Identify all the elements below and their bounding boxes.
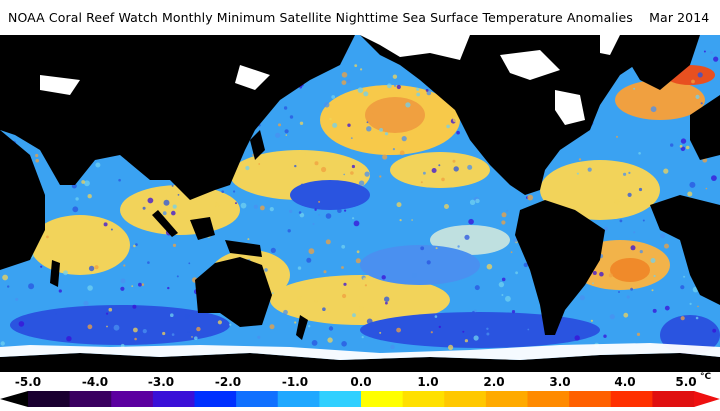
colorbar-swatch (152, 391, 196, 407)
colorbar-unit: °C (700, 372, 712, 382)
colorbar-swatch (111, 391, 154, 407)
colorbar-swatch (485, 391, 529, 407)
colorbar-label: 5.0 (675, 375, 697, 389)
colorbar-label: -1.0 (281, 375, 309, 389)
colorbar-swatch (28, 391, 71, 407)
sst-anomaly-map (0, 35, 720, 372)
land-new-guinea (225, 240, 262, 257)
colorbar-swatch (652, 391, 695, 407)
land-africa-east (0, 130, 45, 270)
colorbar-label: -3.0 (147, 375, 175, 389)
colorbar-swatch (277, 391, 320, 407)
colorbar-label: 0.0 (350, 375, 372, 389)
colorbar-swatch (610, 391, 653, 407)
land-sumatra (152, 210, 178, 237)
land-australia (195, 257, 272, 327)
colorbar-labels: -5.0 -4.0 -3.0 -2.0 -1.0 0.0 1.0 2.0 3.0… (0, 372, 720, 391)
colorbar-swatch (69, 391, 112, 407)
colorbar-swatches (28, 391, 695, 407)
colorbar-swatch (444, 391, 487, 407)
colorbar-left-arrow (0, 391, 28, 407)
colorbar-swatch (569, 391, 612, 407)
sea-ice (0, 35, 720, 360)
colorbar-swatch (527, 391, 570, 407)
colorbar-right-arrow (694, 391, 720, 407)
colorbar (0, 391, 720, 407)
colorbar-swatch (194, 391, 237, 407)
map-title: NOAA Coral Reef Watch Monthly Minimum Sa… (8, 10, 710, 25)
colorbar-label: -2.0 (214, 375, 242, 389)
land-africa-west (650, 195, 720, 305)
colorbar-label: -5.0 (14, 375, 42, 389)
land-madagascar (50, 260, 60, 287)
land-new-zealand (296, 315, 308, 340)
warm-anomaly-regions (0, 57, 715, 325)
colorbar-swatch (319, 391, 362, 407)
land-greenland (620, 35, 700, 90)
colorbar-label: -4.0 (81, 375, 109, 389)
colorbar-swatch (402, 391, 445, 407)
colorbar-label: 3.0 (549, 375, 571, 389)
land-antarctica (0, 353, 720, 372)
land-masses (0, 35, 720, 372)
colorbar-label: 4.0 (614, 375, 636, 389)
land-north-america (360, 35, 690, 195)
land-japan (250, 130, 265, 160)
colorbar-swatch (236, 391, 279, 407)
colorbar-swatch (361, 391, 404, 407)
colorbar-label: 1.0 (417, 375, 439, 389)
land-borneo (190, 217, 215, 240)
land-europe-right (690, 95, 720, 160)
land-south-america (515, 200, 605, 335)
colorbar-label: 2.0 (483, 375, 505, 389)
